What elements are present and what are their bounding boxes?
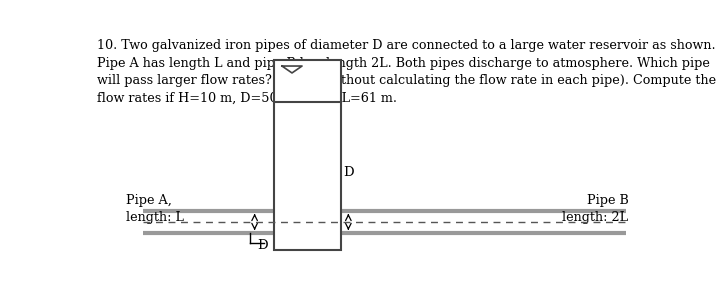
Text: Pipe B: Pipe B [587, 194, 629, 206]
Text: Pipe A,: Pipe A, [126, 194, 172, 206]
Text: D: D [343, 166, 354, 179]
Text: length: L: length: L [126, 211, 184, 224]
Bar [274, 60, 341, 250]
Text: D: D [258, 238, 268, 252]
Text: 10. Two galvanized iron pipes of diameter D are connected to a large water reser: 10. Two galvanized iron pipes of diamete… [97, 40, 716, 105]
Text: length: 2L: length: 2L [562, 211, 629, 224]
